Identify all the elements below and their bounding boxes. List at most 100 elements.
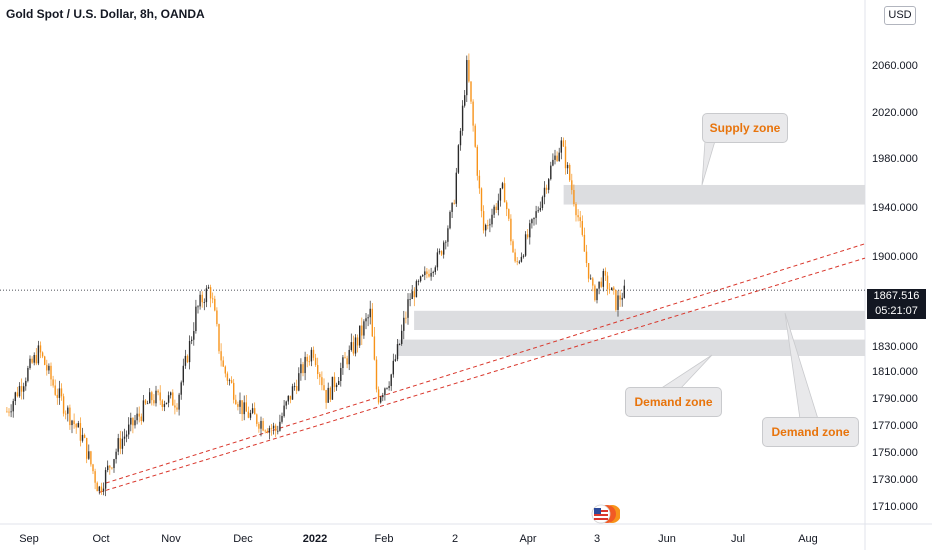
candle-body xyxy=(77,423,80,428)
candle-body xyxy=(594,285,596,301)
candle-body xyxy=(579,217,581,222)
candle-body xyxy=(365,318,367,322)
candle-body xyxy=(170,392,172,396)
candle-body xyxy=(592,278,594,286)
candle-body xyxy=(354,337,357,354)
candle-body xyxy=(163,404,166,407)
y-tick-label: 1750.000 xyxy=(872,447,918,459)
candle-body xyxy=(363,321,365,336)
candle-body xyxy=(304,356,306,374)
trendline-1 xyxy=(98,257,866,493)
candle-body xyxy=(577,215,579,218)
candle-body xyxy=(298,373,300,391)
candle-body xyxy=(149,392,151,404)
candle-body xyxy=(409,299,411,300)
candle-body xyxy=(132,417,134,426)
supply-zone-callout[interactable]: Supply zone xyxy=(702,113,788,143)
candle-body xyxy=(401,330,403,344)
candle-body xyxy=(81,434,84,441)
candle-body xyxy=(243,402,245,415)
candle-body xyxy=(350,342,353,350)
x-tick-label: Feb xyxy=(375,533,394,545)
candle-body xyxy=(497,200,500,211)
candle-body xyxy=(25,380,27,387)
demand-zone-callout-1[interactable]: Demand zone xyxy=(625,387,722,417)
candle-body xyxy=(432,272,434,274)
candle-body xyxy=(92,464,94,472)
candle-body xyxy=(344,357,346,359)
candle-body xyxy=(266,430,269,433)
candle-body xyxy=(329,387,332,400)
candle-body xyxy=(314,357,317,366)
candle-body xyxy=(569,164,571,181)
zones-layer xyxy=(397,184,865,356)
candle-body xyxy=(459,130,462,146)
candle-body xyxy=(543,187,546,198)
candle-body xyxy=(228,380,231,382)
candle-body xyxy=(218,324,220,352)
candle-body xyxy=(424,271,426,276)
candle-body xyxy=(287,395,290,402)
candle-body xyxy=(590,278,592,280)
candle-body xyxy=(18,386,21,397)
candle-body xyxy=(289,395,292,400)
currency-button[interactable]: USD xyxy=(884,6,916,25)
candle-body xyxy=(386,387,388,389)
candle-body xyxy=(545,187,548,190)
candle-body xyxy=(548,179,550,190)
candle-body xyxy=(417,281,420,282)
candle-body xyxy=(98,486,101,492)
candle-body xyxy=(415,281,418,298)
candle-body xyxy=(302,364,304,374)
candle-body xyxy=(197,306,199,308)
candle-body xyxy=(373,336,376,360)
candle-body xyxy=(193,331,195,340)
candle-body xyxy=(268,428,271,433)
y-tick-label: 1980.000 xyxy=(872,153,918,165)
candle-body xyxy=(79,423,82,441)
us-flag-events-icon[interactable] xyxy=(590,503,620,525)
candle-body xyxy=(119,438,122,449)
candle-body xyxy=(100,486,103,492)
candle-body xyxy=(109,465,111,468)
candle-body xyxy=(430,273,432,277)
candle-body xyxy=(23,386,25,392)
candle-body xyxy=(352,342,355,354)
candle-body xyxy=(436,252,439,268)
candle-body xyxy=(35,354,38,364)
candle-body xyxy=(613,287,615,290)
candle-body xyxy=(67,407,69,414)
candle-body xyxy=(31,358,33,363)
candle-body xyxy=(566,164,569,169)
candle-body xyxy=(356,337,359,346)
candle-body xyxy=(247,411,250,418)
candle-body xyxy=(398,343,401,345)
candle-body xyxy=(455,172,458,204)
candle-body xyxy=(12,401,14,412)
trendline-layer xyxy=(0,243,866,493)
candle-body xyxy=(489,224,491,226)
candle-body xyxy=(317,365,319,375)
price-axis[interactable]: 1710.000 1730.000 1750.000 1770.000 1790.000… xyxy=(872,60,918,513)
candle-body xyxy=(94,471,96,483)
candle-body xyxy=(262,420,264,431)
y-tick-label: 2060.000 xyxy=(872,60,918,72)
candle-body xyxy=(275,425,277,431)
time-axis[interactable]: Sep Oct Nov Dec 2022 Feb 2 Apr 3 Jun Jul Aug xyxy=(19,533,818,545)
candle-body xyxy=(123,436,126,439)
candle-body xyxy=(233,382,235,400)
candle-body xyxy=(520,256,523,262)
candle-body xyxy=(56,394,59,398)
candle-body xyxy=(151,392,153,401)
candle-body xyxy=(571,180,573,190)
candle-body xyxy=(335,384,338,388)
candle-body xyxy=(172,392,174,406)
candle-body xyxy=(541,197,544,208)
candle-body xyxy=(283,405,285,417)
candle-body xyxy=(293,386,296,387)
demand-zone-callout-2[interactable]: Demand zone xyxy=(762,417,859,447)
candle-body xyxy=(466,60,468,96)
candle-body xyxy=(216,310,218,325)
